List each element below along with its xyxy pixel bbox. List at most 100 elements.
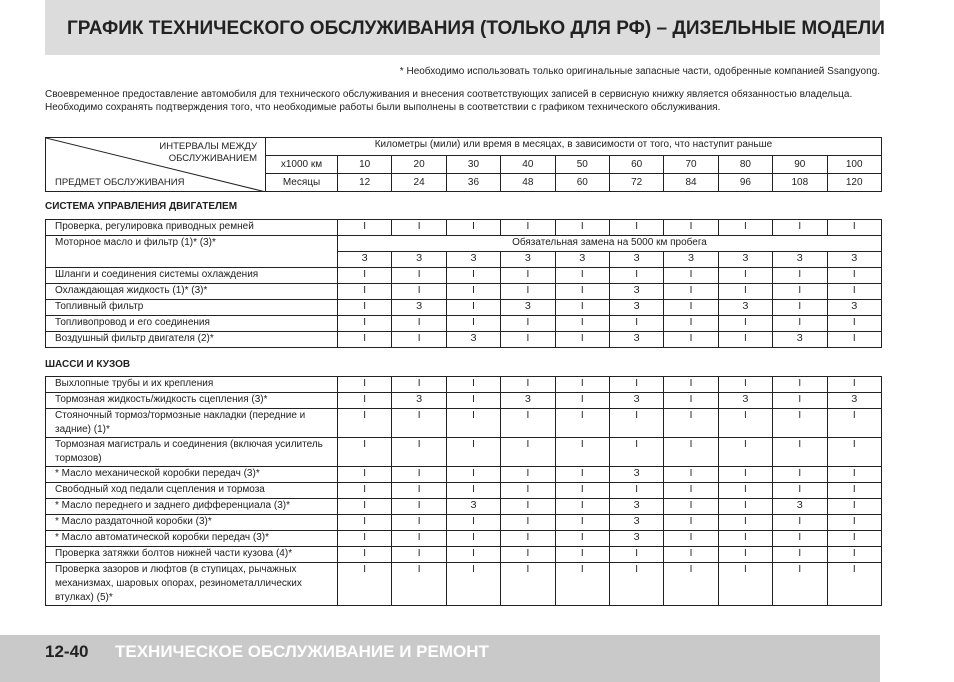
service-code: I	[554, 331, 610, 348]
service-code: I	[608, 562, 665, 606]
item-name: Охлаждающая жидкость (1)* (3)*	[45, 283, 338, 300]
service-code: З	[717, 299, 774, 316]
header-table: ИНТЕРВАЛЫ МЕЖДУ ОБСЛУЖИВАНИЕМ ПРЕДМЕТ ОБС…	[45, 137, 882, 192]
service-code: I	[391, 267, 447, 284]
service-code: I	[500, 219, 556, 236]
page-number: 12-40	[45, 642, 89, 661]
service-code: I	[772, 299, 828, 316]
service-code: З	[608, 530, 665, 547]
service-code: I	[608, 376, 665, 393]
item-name: Шланги и соединения системы охлаждения	[45, 267, 338, 284]
service-code: I	[772, 376, 828, 393]
footer: 12-40 ТЕХНИЧЕСКОЕ ОБСЛУЖИВАНИЕ И РЕМОНТ	[0, 635, 880, 682]
service-code: I	[554, 219, 610, 236]
km-value: 90	[772, 155, 828, 174]
service-code: I	[772, 466, 828, 483]
km-value: 70	[663, 155, 719, 174]
service-code: З	[445, 498, 502, 515]
service-code: I	[336, 376, 393, 393]
title-bar: ГРАФИК ТЕХНИЧЕСКОГО ОБСЛУЖИВАНИЯ (ТОЛЬКО…	[45, 0, 885, 55]
service-code: I	[391, 376, 447, 393]
schedule-row: Шланги и соединения системы охлаждения I I…	[45, 267, 882, 284]
service-code: I	[500, 437, 556, 467]
corner-bottom: ПРЕДМЕТ ОБСЛУЖИВАНИЯ	[55, 177, 185, 188]
months-label: Месяцы	[265, 173, 338, 192]
service-code: I	[717, 283, 774, 300]
service-code: З	[554, 251, 610, 268]
schedule-row: Тормозная жидкость/жидкость сцепления (3…	[45, 392, 882, 409]
service-code: I	[663, 267, 719, 284]
service-code: I	[826, 331, 882, 348]
service-code: I	[554, 299, 610, 316]
service-code: I	[772, 392, 828, 409]
service-code: I	[336, 482, 393, 499]
service-code: I	[336, 408, 393, 438]
service-code: I	[445, 408, 502, 438]
service-code: I	[500, 482, 556, 499]
km-value: 50	[554, 155, 610, 174]
service-code: З	[826, 251, 882, 268]
service-code: I	[608, 219, 665, 236]
schedule-row: Выхлопные трубы и их крепления I I I I I I I I I I	[45, 376, 882, 393]
service-code: I	[826, 530, 882, 547]
service-code: З	[608, 331, 665, 348]
service-code: I	[608, 546, 665, 563]
service-code: З	[772, 498, 828, 515]
months-value: 72	[608, 173, 665, 192]
service-code: I	[554, 392, 610, 409]
intro: Своевременное предоставление автомобиля …	[45, 89, 853, 113]
item-name: Топливопровод и его соединения	[45, 315, 338, 332]
item-name: * Масло автоматической коробки передач (…	[45, 530, 338, 547]
schedule-row: Топливный фильтр I З I З I З I З I З	[45, 299, 882, 316]
service-code: I	[826, 376, 882, 393]
section-title: СИСТЕМА УПРАВЛЕНИЯ ДВИГАТЕЛЕМ	[45, 201, 238, 212]
service-code: I	[336, 466, 393, 483]
service-code: I	[608, 315, 665, 332]
service-code: I	[554, 514, 610, 531]
service-code: I	[663, 315, 719, 332]
service-code: I	[391, 498, 447, 515]
interval-heading: Километры (мили) или время в месяцах, в …	[265, 137, 882, 156]
service-code: I	[391, 219, 447, 236]
service-code: I	[772, 546, 828, 563]
item-name: Свободный ход педали сцепления и тормоза	[45, 482, 338, 499]
service-code: I	[391, 530, 447, 547]
service-code: I	[826, 408, 882, 438]
service-code: I	[772, 219, 828, 236]
service-code: З	[500, 299, 556, 316]
item-name: * Масло переднего и заднего дифференциал…	[45, 498, 338, 515]
service-code: I	[772, 437, 828, 467]
item-name: Тормозная жидкость/жидкость сцепления (3…	[45, 392, 338, 409]
km-value: 10	[336, 155, 393, 174]
service-code: I	[663, 437, 719, 467]
service-code: I	[826, 315, 882, 332]
service-code: I	[608, 408, 665, 438]
section-table: Проверка, регулировка приводных ремней I I…	[45, 219, 882, 348]
item-name: Проверка, регулировка приводных ремней	[45, 219, 338, 236]
service-code: I	[717, 437, 774, 467]
service-code: I	[554, 498, 610, 515]
service-code: З	[500, 251, 556, 268]
service-code: З	[663, 251, 719, 268]
service-code: I	[554, 376, 610, 393]
corner-top: ИНТЕРВАЛЫ МЕЖДУ ОБСЛУЖИВАНИЕМ	[159, 141, 257, 164]
service-code: I	[554, 267, 610, 284]
section-table: Выхлопные трубы и их крепления I I I I I I I I I I…	[45, 376, 882, 606]
km-value: 60	[608, 155, 665, 174]
service-code: З	[500, 392, 556, 409]
service-code: I	[826, 546, 882, 563]
service-code: I	[772, 408, 828, 438]
service-code: I	[391, 408, 447, 438]
schedule-row: Охлаждающая жидкость (1)* (3)* I I I I I З I I I I	[45, 283, 882, 300]
service-code: I	[826, 482, 882, 499]
item-name: Проверка затяжки болтов нижней части куз…	[45, 546, 338, 563]
service-code: I	[608, 267, 665, 284]
service-code: I	[445, 376, 502, 393]
months-value: 24	[391, 173, 447, 192]
service-code: I	[445, 546, 502, 563]
service-code: I	[554, 530, 610, 547]
service-code: З	[608, 392, 665, 409]
service-code: I	[445, 392, 502, 409]
service-code: I	[826, 267, 882, 284]
